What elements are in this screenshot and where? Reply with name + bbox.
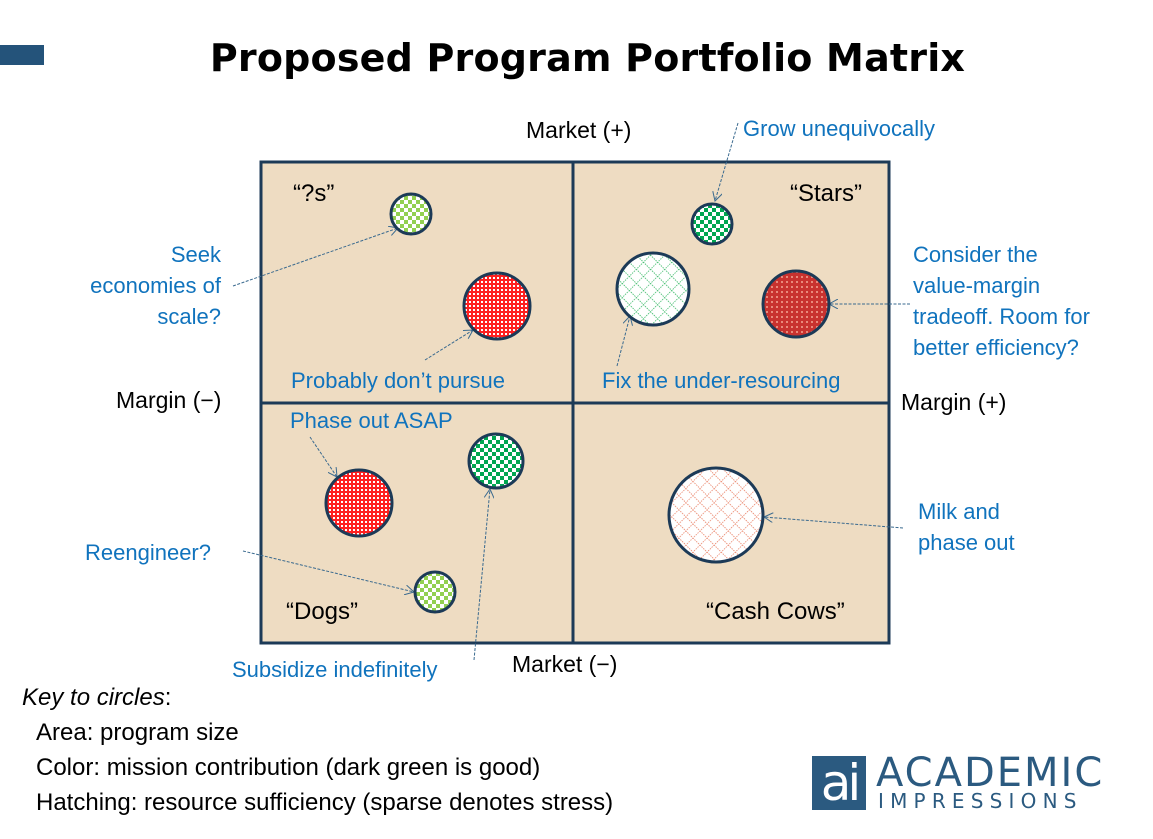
quadrant-label-question: “?s”: [293, 180, 335, 207]
arrow-phase-out: [309, 436, 337, 477]
logo-line2: IMPRESSIONS: [878, 789, 1083, 813]
annotation-phase-out-asap: Phase out ASAP: [290, 408, 453, 433]
axis-market-plus: Market (+): [526, 117, 632, 143]
program-circle-dogs-small: [413, 570, 457, 614]
program-circle-qs-small: [389, 192, 433, 236]
arrow-seek-economies: [232, 228, 398, 287]
annotation-probably-dont-pursue: Probably don’t pursue: [291, 368, 506, 393]
annotation-line: Consider the: [913, 242, 1038, 267]
arrow-subsidize: [473, 489, 490, 661]
logo-mark: ai: [812, 756, 866, 810]
annotation-grow-unequivocally: Grow unequivocally: [743, 116, 935, 141]
arrow-probably-dont-pursue: [424, 330, 473, 361]
program-circle-dogs-red: [324, 468, 394, 538]
program-circle-qs-large: [462, 271, 532, 341]
key-row-area: Area: program size: [36, 719, 239, 746]
annotation-line: Seek: [170, 242, 221, 267]
key-title: Key to circles: [22, 684, 165, 711]
circle-key: Key to circles: Area: program size Color…: [22, 680, 613, 820]
annotation-subsidize-indefinitely: Subsidize indefinitely: [232, 657, 438, 682]
arrow-grow-unequivocally: [715, 122, 739, 201]
annotation-arrows: [232, 122, 910, 661]
arrow-reengineer: [242, 550, 414, 592]
quadrant-label-dogs: “Dogs”: [286, 598, 359, 625]
program-circle-stars-small: [690, 202, 734, 246]
axis-margin-minus: Margin (−): [116, 387, 222, 413]
program-circle-stars-red: [761, 269, 831, 339]
quadrant-grid: [259, 160, 891, 645]
annotation-consider-tradeoff: Consider the value-margin tradeoff. Room…: [913, 239, 1090, 363]
annotation-line: phase out: [918, 530, 1015, 555]
arrow-fix-under-resourcing: [616, 316, 630, 367]
key-row-color: Color: mission contribution (dark green …: [36, 754, 541, 781]
annotation-milk-and-phase-out: Milk and phase out: [918, 496, 1015, 558]
axis-market-minus: Market (−): [512, 651, 618, 677]
annotation-line: economies of: [90, 273, 221, 298]
annotation-line: value-margin: [913, 273, 1041, 298]
key-row-hatching: Hatching: resource sufficiency (sparse d…: [36, 789, 614, 816]
axis-margin-plus: Margin (+): [901, 389, 1007, 415]
slide-title: Proposed Program Portfolio Matrix: [209, 36, 966, 80]
program-circle-dogs-green: [467, 432, 525, 490]
program-circle-cashcows: [667, 466, 765, 564]
annotation-line: scale?: [157, 304, 221, 329]
annotation-reengineer: Reengineer?: [85, 540, 211, 565]
annotation-seek-economies: Seek economies of scale?: [90, 239, 221, 332]
quadrant-label-cash-cows: “Cash Cows”: [706, 598, 845, 625]
annotation-line: Milk and: [918, 499, 1000, 524]
annotation-line: better efficiency?: [913, 335, 1079, 360]
annotation-fix-under-resourcing: Fix the under-resourcing: [602, 368, 841, 393]
logo-line1: ACADEMIC: [876, 750, 1105, 796]
accent-bar: [0, 45, 44, 65]
annotation-line: tradeoff. Room for: [913, 304, 1090, 329]
program-circle-stars-lattice: [615, 251, 691, 327]
quadrant-label-stars: “Stars”: [790, 180, 862, 207]
key-colon: :: [164, 684, 172, 711]
arrow-milk: [764, 517, 904, 529]
